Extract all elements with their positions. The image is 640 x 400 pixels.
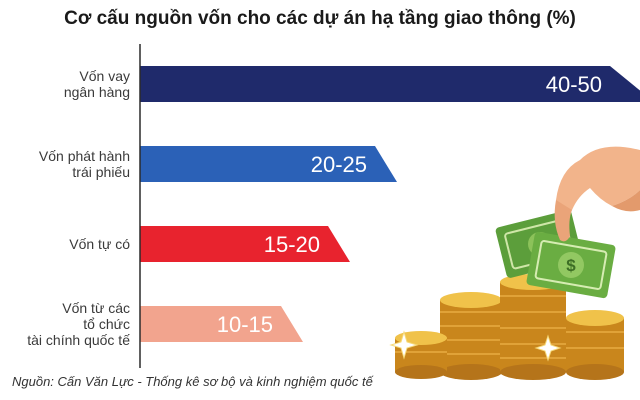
bar-1 — [140, 146, 397, 182]
category-label-0: Vốn vay ngân hàng — [64, 68, 130, 100]
banknote-icon: $ — [526, 231, 616, 299]
category-label-1: Vốn phát hành trái phiếu — [39, 148, 130, 180]
bar-3 — [140, 306, 303, 342]
source-note: Nguồn: Cấn Văn Lực - Thống kê sơ bộ và k… — [12, 374, 373, 389]
sparkle-icon — [534, 334, 562, 362]
money-illustration: $ $ — [389, 146, 640, 380]
bar-2 — [140, 226, 350, 262]
bars-layer: 40-50 Vốn vay ngân hàng 20-25 Vốn phát hành t… — [27, 66, 640, 348]
category-label-3: Vốn từ các tổ chức tài chính quốc tế — [27, 300, 130, 348]
coin-stack-icon — [395, 331, 447, 379]
chart-title: Cơ cấu nguồn vốn cho các dự án hạ tầng g… — [64, 8, 576, 29]
data-label-3: 10-15 — [217, 312, 273, 337]
coin-stack-icon — [500, 274, 566, 380]
data-label-2: 15-20 — [264, 232, 320, 257]
svg-text:$: $ — [566, 256, 576, 275]
sparkle-icon — [389, 330, 419, 360]
hand-holding-money-icon — [554, 146, 640, 242]
coin-stack-icon — [440, 292, 502, 380]
coin-stack-icon — [566, 310, 624, 380]
data-label-0: 40-50 — [546, 72, 602, 97]
data-label-1: 20-25 — [311, 152, 367, 177]
bar-0 — [140, 66, 640, 102]
category-label-2: Vốn tự có — [69, 236, 130, 252]
